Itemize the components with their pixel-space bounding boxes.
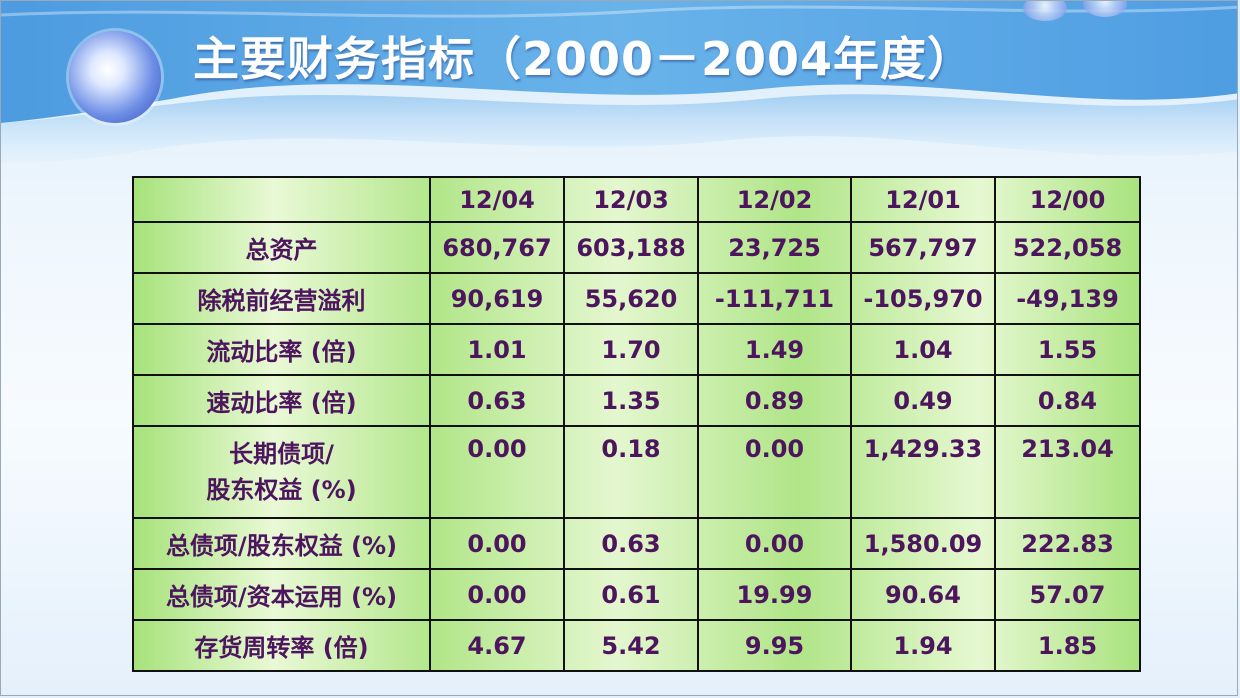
column-header: 12/02 [697, 176, 852, 223]
table-row: 速动比率 (倍) 0.63 1.35 0.89 0.49 0.84 [132, 374, 1141, 427]
row-label: 总资产 [132, 221, 431, 274]
sphere-decoration-small [1023, 1, 1067, 21]
value-cell: 1.70 [563, 323, 699, 376]
table-row: 存货周转率 (倍) 4.67 5.42 9.95 1.94 1.85 [132, 619, 1141, 672]
value-cell: 567,797 [850, 221, 996, 274]
value-cell: 0.00 [697, 425, 852, 519]
value-cell: 0.00 [429, 425, 565, 519]
column-header: 12/03 [563, 176, 699, 223]
table-row: 总债项/股东权益 (%) 0.00 0.63 0.00 1,580.09 222… [132, 517, 1141, 570]
value-cell: 1.49 [697, 323, 852, 376]
value-cell: -105,970 [850, 272, 996, 325]
value-cell: 0.00 [697, 517, 852, 570]
value-cell: 1,580.09 [850, 517, 996, 570]
row-label: 长期债项/ 股东权益 (%) [132, 425, 431, 519]
value-cell: 0.63 [429, 374, 565, 427]
value-cell: 213.04 [994, 425, 1141, 519]
value-cell: 0.00 [429, 517, 565, 570]
value-cell: 0.84 [994, 374, 1141, 427]
value-cell: 0.61 [563, 568, 699, 621]
value-cell: 0.49 [850, 374, 996, 427]
row-label: 总债项/股东权益 (%) [132, 517, 431, 570]
value-cell: 0.00 [429, 568, 565, 621]
value-cell: 1,429.33 [850, 425, 996, 519]
table-row: 总资产 680,767 603,188 23,725 567,797 522,0… [132, 221, 1141, 274]
value-cell: 522,058 [994, 221, 1141, 274]
row-label-line: 股东权益 (%) [206, 476, 357, 504]
value-cell: -111,711 [697, 272, 852, 325]
value-cell: 222.83 [994, 517, 1141, 570]
value-cell: 1.04 [850, 323, 996, 376]
slide-title: 主要财务指标（2000－2004年度） [193, 32, 975, 86]
value-cell: 9.95 [697, 619, 852, 672]
value-cell: 0.18 [563, 425, 699, 519]
table-row: 总债项/资本运用 (%) 0.00 0.61 19.99 90.64 57.07 [132, 568, 1141, 621]
value-cell: 90,619 [429, 272, 565, 325]
column-header: 12/04 [429, 176, 565, 223]
row-label: 流动比率 (倍) [132, 323, 431, 376]
value-cell: 5.42 [563, 619, 699, 672]
value-cell: 1.94 [850, 619, 996, 672]
value-cell: 4.67 [429, 619, 565, 672]
row-label-line: 长期债项/ [229, 440, 334, 468]
value-cell: 1.01 [429, 323, 565, 376]
table-row: 除税前经营溢利 90,619 55,620 -111,711 -105,970 … [132, 272, 1141, 325]
table-row: 长期债项/ 股东权益 (%) 0.00 0.18 0.00 1,429.33 2… [132, 425, 1141, 519]
value-cell: 90.64 [850, 568, 996, 621]
value-cell: 55,620 [563, 272, 699, 325]
value-cell: 23,725 [697, 221, 852, 274]
header-row: 12/04 12/03 12/02 12/01 12/00 [132, 176, 1141, 223]
row-label: 除税前经营溢利 [132, 272, 431, 325]
column-header: 12/01 [850, 176, 996, 223]
row-label: 总债项/资本运用 (%) [132, 568, 431, 621]
corner-cell [132, 176, 431, 223]
value-cell: 603,188 [563, 221, 699, 274]
sphere-decoration [69, 31, 161, 123]
row-label: 存货周转率 (倍) [132, 619, 431, 672]
row-label: 速动比率 (倍) [132, 374, 431, 427]
value-cell: 0.89 [697, 374, 852, 427]
column-header: 12/00 [994, 176, 1141, 223]
value-cell: 0.63 [563, 517, 699, 570]
value-cell: 1.85 [994, 619, 1141, 672]
value-cell: 57.07 [994, 568, 1141, 621]
value-cell: 680,767 [429, 221, 565, 274]
value-cell: 19.99 [697, 568, 852, 621]
table-row: 流动比率 (倍) 1.01 1.70 1.49 1.04 1.55 [132, 323, 1141, 376]
value-cell: 1.55 [994, 323, 1141, 376]
financial-indicators-table: 12/04 12/03 12/02 12/01 12/00 总资产 680,76… [132, 176, 1141, 672]
value-cell: 1.35 [563, 374, 699, 427]
sphere-decoration-small [1083, 1, 1127, 17]
value-cell: -49,139 [994, 272, 1141, 325]
